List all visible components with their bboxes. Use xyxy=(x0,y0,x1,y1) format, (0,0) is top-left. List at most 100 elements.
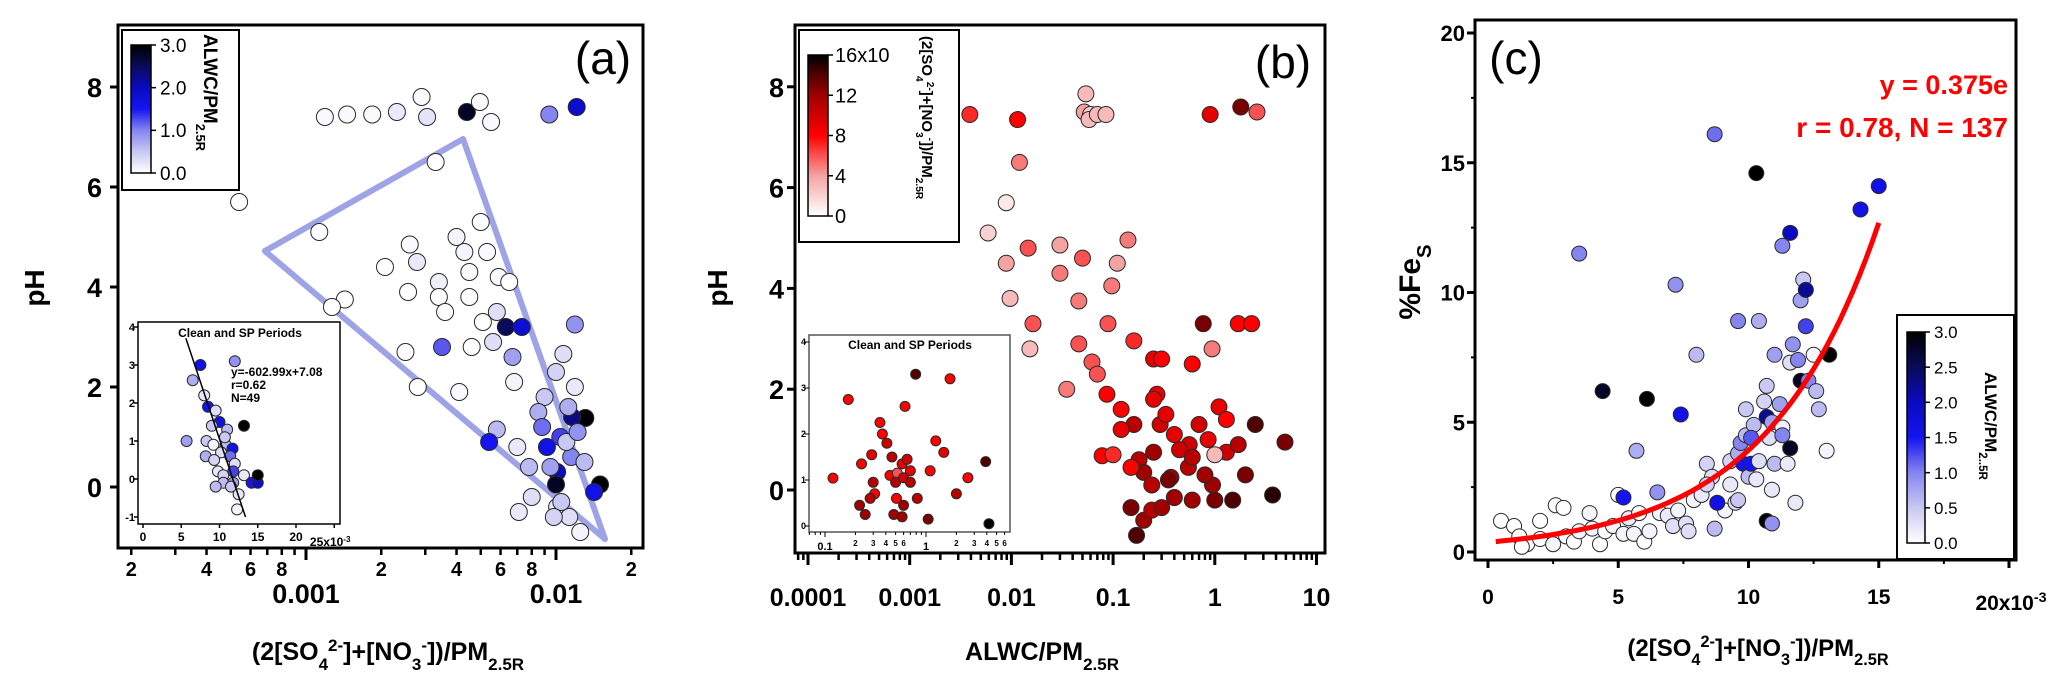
data-point xyxy=(1789,351,1806,368)
inset-data-point xyxy=(938,446,950,458)
label-segment: 4 xyxy=(1691,651,1700,669)
inset-x-tick-label: 5 xyxy=(893,539,898,548)
label-segment: ]+[NO xyxy=(918,91,935,133)
data-point xyxy=(560,508,579,526)
data-point xyxy=(1532,512,1549,529)
data-point xyxy=(1246,415,1264,433)
fit-statistics: r = 0.78, N = 137 xyxy=(1796,112,2008,143)
inset-fit-text: y=-602.99x+7.08 xyxy=(231,365,323,379)
inset-y-tick-label: 0 xyxy=(129,474,135,486)
inset-data-point xyxy=(901,453,913,465)
data-point xyxy=(1157,405,1175,423)
data-point xyxy=(1852,201,1869,218)
data-point xyxy=(1709,494,1726,511)
inset-data-point xyxy=(867,476,879,488)
inset-y-tick-label: 1 xyxy=(801,475,806,485)
data-point xyxy=(1183,355,1201,373)
inset-x-tick-label: 20 xyxy=(289,530,303,544)
y-axis-title: pH xyxy=(702,269,733,306)
x-tick-label: 8 xyxy=(276,559,287,581)
data-point xyxy=(1190,415,1208,433)
data-point xyxy=(1108,254,1126,272)
data-point xyxy=(1112,421,1130,439)
inset-data-point xyxy=(930,435,942,447)
y-tick-label: 2 xyxy=(87,373,102,403)
data-point xyxy=(1779,455,1796,472)
x-tick-label: 6 xyxy=(495,559,506,581)
data-point xyxy=(1782,440,1799,457)
label-segment: ALWC/PM xyxy=(965,638,1083,666)
inset-y-tick-label: 3 xyxy=(129,360,135,372)
inset-title: Clean and SP Periods xyxy=(178,326,302,340)
x-axis-title: ALWC/PM2.5R xyxy=(965,638,1119,674)
data-point xyxy=(487,303,506,321)
colorbar-title: (2[SO42-]+[NO3-])/PM2.5R xyxy=(914,36,936,200)
data-point xyxy=(1808,383,1825,400)
data-point xyxy=(1638,390,1655,407)
data-point xyxy=(426,153,445,171)
data-point xyxy=(1194,315,1212,333)
inset-data-point xyxy=(842,394,854,405)
data-point xyxy=(1264,486,1282,504)
data-point xyxy=(1203,340,1221,358)
x-tick-label: 15 xyxy=(1867,586,1891,609)
data-point xyxy=(447,228,466,246)
colorbar xyxy=(130,44,152,174)
data-point xyxy=(565,378,584,396)
data-point xyxy=(1680,523,1697,540)
data-point xyxy=(535,388,554,406)
data-point xyxy=(1748,165,1765,182)
y-tick-label: 5 xyxy=(1453,410,1465,435)
x-tick-label: 0.1 xyxy=(1096,584,1131,612)
inset-x-tick-label: 3 xyxy=(972,539,977,548)
data-point xyxy=(1750,453,1767,470)
label-segment: 2..5R xyxy=(1976,452,1988,480)
data-point xyxy=(399,283,418,301)
x-tick-label: 0 xyxy=(1482,586,1494,609)
data-point xyxy=(571,523,590,541)
data-point xyxy=(547,475,565,494)
data-point xyxy=(1217,410,1235,428)
data-point xyxy=(1628,442,1645,459)
x-tick-label: 10 xyxy=(1303,584,1331,612)
data-point xyxy=(500,273,519,291)
colorbar-tick-label: 1.0 xyxy=(160,121,186,142)
x-tick-label: 1 xyxy=(1208,584,1222,612)
data-point xyxy=(503,348,522,366)
data-point xyxy=(961,106,979,124)
inset-data-point xyxy=(251,469,264,482)
inset-x-tick-label: 2 xyxy=(853,539,858,548)
data-point xyxy=(1649,484,1666,501)
inset-data-point xyxy=(237,469,250,482)
data-point xyxy=(375,258,394,276)
y-tick-label: 6 xyxy=(87,173,102,203)
data-point xyxy=(1183,448,1201,466)
data-point xyxy=(575,453,594,471)
y-tick-label: 4 xyxy=(769,274,784,304)
data-point xyxy=(1165,489,1183,507)
inset-data-point xyxy=(924,465,936,477)
inset-data-point xyxy=(898,499,910,511)
colorbar-tick-label: 16x10 xyxy=(835,45,890,67)
inset-plot: 0 5 10 15 20 25x10-3 -1 0 1 2 3 4 Clean and SP Perio… xyxy=(125,321,351,549)
data-point xyxy=(541,458,560,476)
colorbar-tick-label: 0.5 xyxy=(1934,499,1958,518)
data-point xyxy=(1098,385,1116,403)
y-tick-label: 0 xyxy=(1453,540,1465,565)
label-segment: 4 xyxy=(319,655,329,674)
inset-data-point xyxy=(180,435,193,447)
panel-label: (a) xyxy=(575,32,631,84)
data-point xyxy=(1555,499,1572,516)
data-point xyxy=(457,103,476,121)
label-segment: 25x10 xyxy=(310,535,344,549)
inset-x-tick-label: 6 xyxy=(901,539,906,548)
inset-fit-text: N=49 xyxy=(231,391,260,405)
inset-y-tick-label: 3 xyxy=(801,383,806,393)
data-point xyxy=(1153,350,1171,368)
data-point xyxy=(412,88,431,106)
y-tick-label: 8 xyxy=(87,73,102,103)
data-point xyxy=(315,108,334,126)
y-axis-title: %FeS xyxy=(1394,244,1436,319)
data-point xyxy=(512,318,531,336)
data-point xyxy=(1641,523,1658,540)
